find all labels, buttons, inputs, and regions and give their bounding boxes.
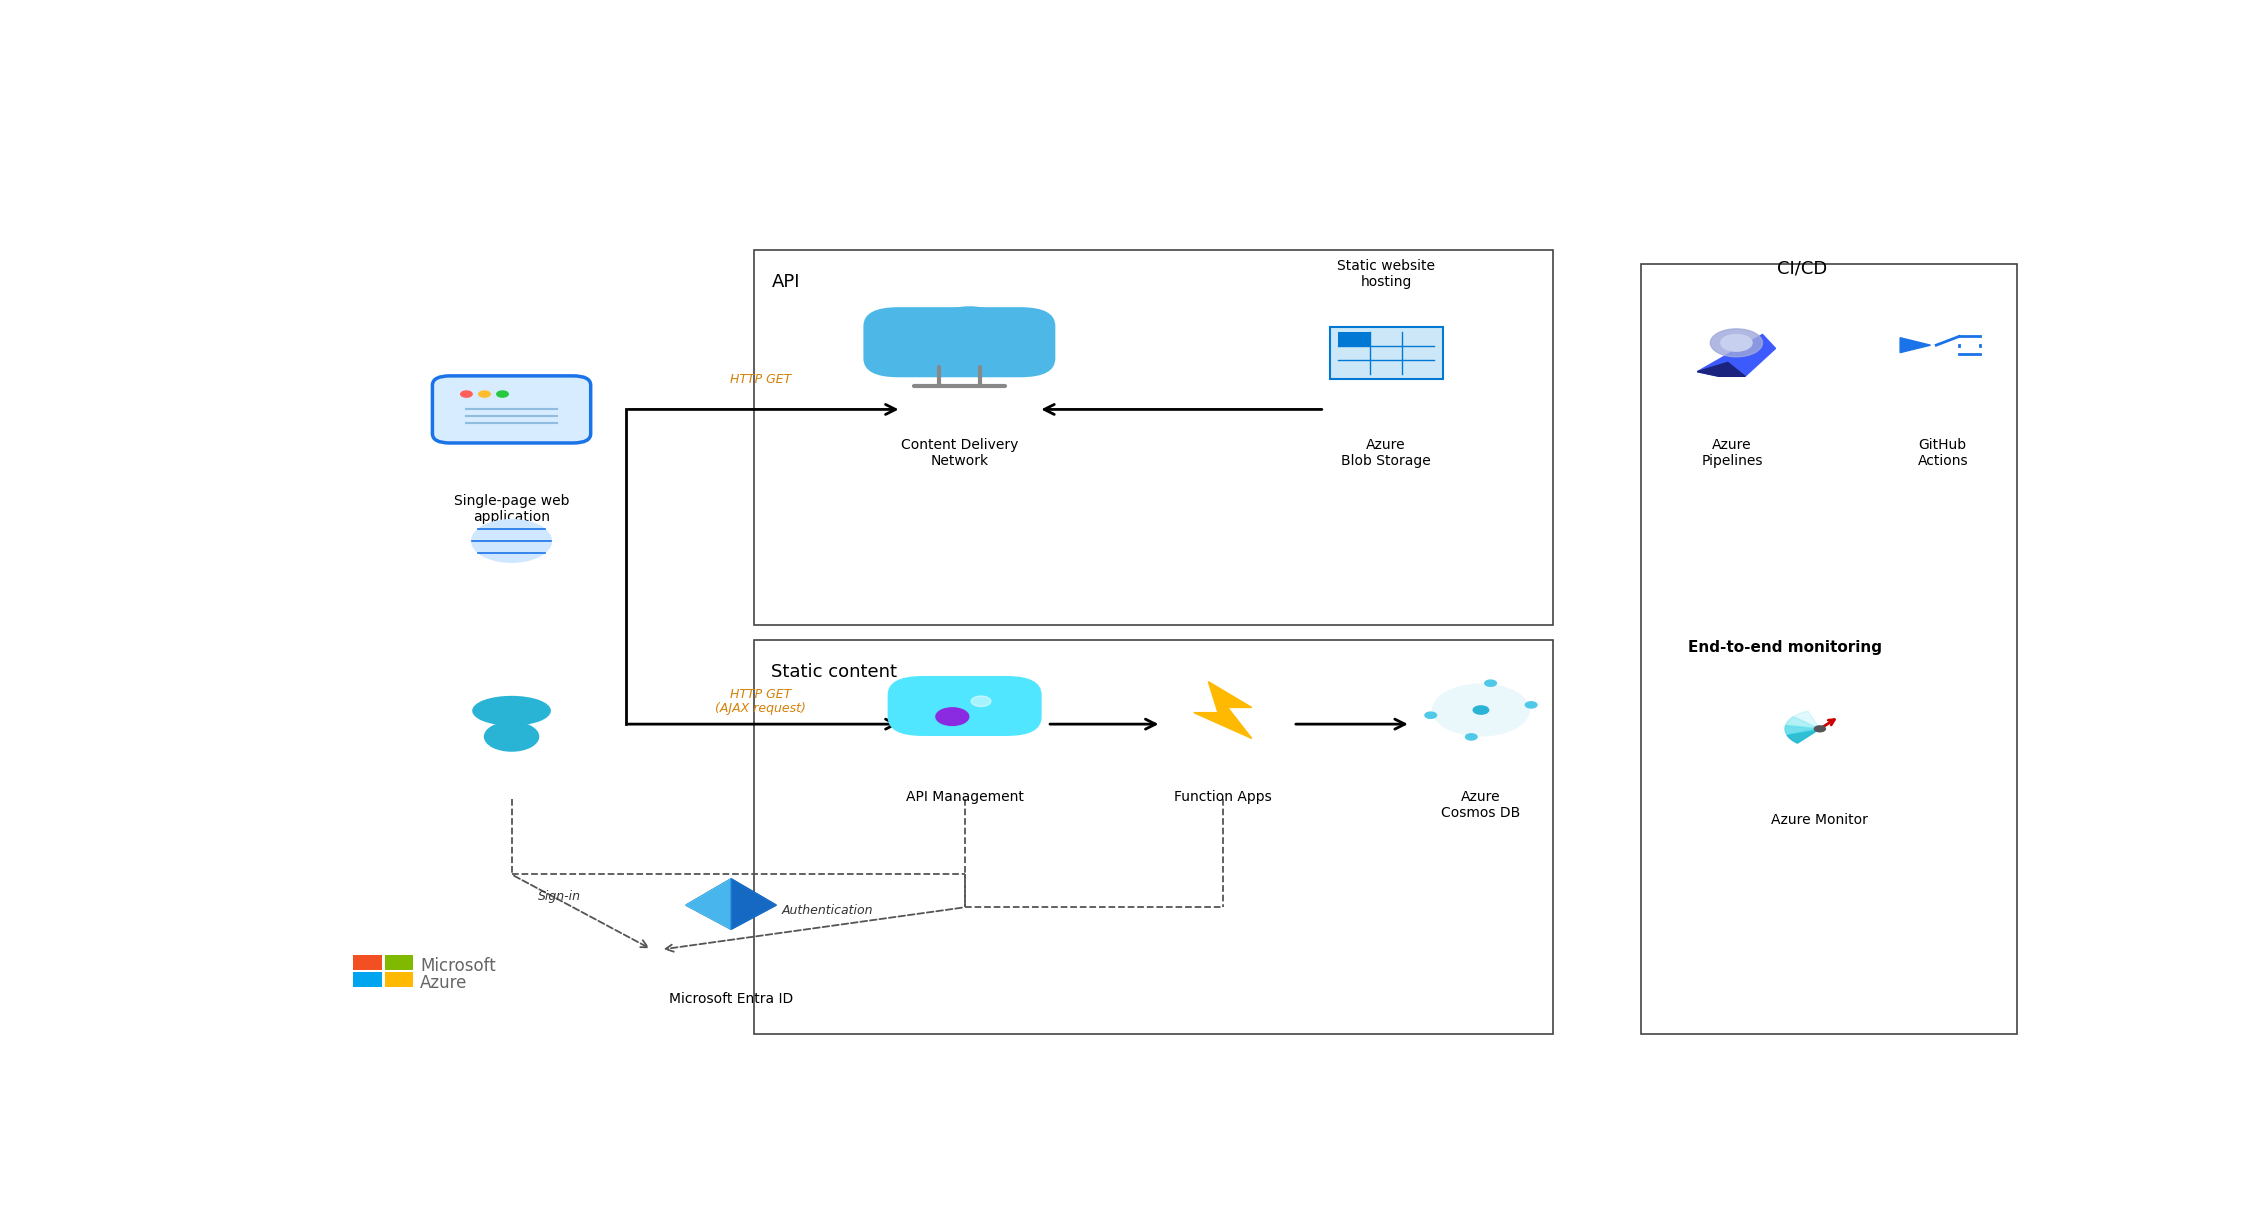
FancyBboxPatch shape [385, 955, 412, 970]
Circle shape [478, 390, 489, 398]
Polygon shape [1901, 338, 1931, 353]
Text: Azure: Azure [419, 974, 467, 992]
Text: Static content: Static content [770, 664, 897, 681]
Circle shape [1720, 334, 1752, 351]
Text: API: API [770, 273, 800, 292]
Circle shape [1525, 702, 1536, 708]
Circle shape [1466, 733, 1477, 741]
Circle shape [902, 317, 968, 353]
Text: HTTP GET: HTTP GET [730, 373, 791, 386]
Polygon shape [1697, 334, 1777, 376]
Text: (AJAX request): (AJAX request) [716, 702, 807, 715]
Circle shape [1484, 680, 1496, 687]
Text: Function Apps: Function Apps [1174, 789, 1271, 804]
Circle shape [1711, 329, 1763, 356]
Circle shape [977, 325, 1033, 355]
Circle shape [925, 689, 970, 712]
Circle shape [1425, 712, 1437, 719]
Text: Azure
Blob Storage: Azure Blob Storage [1341, 438, 1432, 467]
Text: Sign-in: Sign-in [537, 889, 580, 903]
Ellipse shape [474, 697, 551, 725]
Circle shape [945, 682, 997, 710]
Circle shape [1815, 726, 1826, 732]
Text: Microsoft: Microsoft [419, 956, 496, 975]
Text: Microsoft Entra ID: Microsoft Entra ID [668, 992, 793, 1005]
FancyBboxPatch shape [385, 972, 412, 987]
Text: End-to-end monitoring: End-to-end monitoring [1688, 639, 1881, 655]
Circle shape [931, 307, 1008, 348]
Circle shape [496, 390, 508, 398]
Circle shape [1473, 706, 1489, 714]
FancyBboxPatch shape [1330, 327, 1443, 378]
Wedge shape [1795, 711, 1820, 728]
FancyBboxPatch shape [888, 676, 1042, 736]
Text: Azure
Pipelines: Azure Pipelines [1702, 438, 1763, 467]
FancyBboxPatch shape [353, 972, 381, 987]
Text: API Management: API Management [906, 789, 1024, 804]
FancyBboxPatch shape [1339, 332, 1371, 346]
Circle shape [485, 722, 539, 752]
FancyBboxPatch shape [863, 307, 1056, 377]
Wedge shape [1786, 726, 1820, 734]
Polygon shape [1697, 362, 1745, 376]
Text: Single-page web
application: Single-page web application [453, 494, 569, 525]
Text: Azure Monitor: Azure Monitor [1772, 814, 1869, 827]
Text: GitHub
Actions: GitHub Actions [1917, 438, 1969, 467]
Wedge shape [1786, 717, 1820, 728]
Circle shape [936, 708, 970, 726]
Circle shape [1432, 684, 1530, 736]
Wedge shape [1788, 728, 1820, 743]
FancyBboxPatch shape [353, 955, 381, 970]
Text: Azure
Cosmos DB: Azure Cosmos DB [1441, 789, 1520, 820]
Polygon shape [1194, 682, 1251, 738]
Polygon shape [687, 878, 777, 930]
Text: CI/CD: CI/CD [1777, 259, 1826, 277]
FancyBboxPatch shape [433, 376, 591, 443]
Text: Content Delivery
Network: Content Delivery Network [900, 438, 1017, 467]
Text: HTTP GET: HTTP GET [730, 688, 791, 700]
Circle shape [972, 695, 990, 706]
Circle shape [471, 520, 551, 562]
Text: Static website
hosting: Static website hosting [1337, 259, 1434, 289]
Polygon shape [732, 878, 777, 930]
Circle shape [460, 390, 471, 398]
Circle shape [1772, 703, 1867, 754]
Text: Authentication: Authentication [782, 904, 872, 916]
Polygon shape [687, 878, 732, 930]
Circle shape [977, 694, 1015, 715]
